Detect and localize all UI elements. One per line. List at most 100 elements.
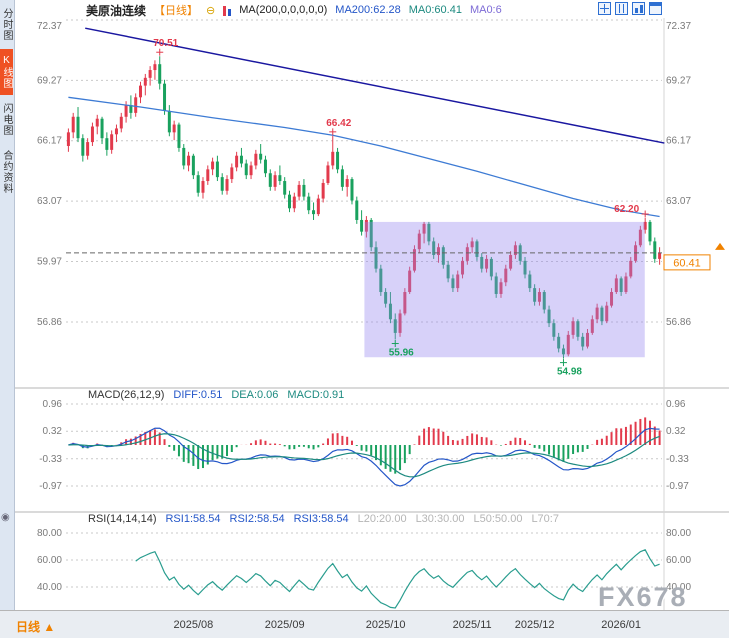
candle: [552, 323, 556, 337]
candle: [480, 256, 484, 269]
candle: [374, 247, 378, 269]
candle: [648, 221, 652, 242]
candle: [124, 105, 128, 117]
candle: [158, 64, 162, 84]
candle: [220, 177, 224, 191]
macd-header: MACD(26,12,9) DIFF:0.51 DEA:0.06 MACD:0.…: [88, 389, 344, 401]
candle: [518, 245, 522, 261]
candle: [485, 258, 489, 269]
candle: [105, 138, 109, 150]
macd-diff-value: DIFF:0.51: [173, 389, 223, 401]
candle: [239, 155, 243, 164]
candle: [244, 163, 248, 176]
current-price-value: 60.41: [673, 257, 701, 269]
selection-box[interactable]: [364, 221, 645, 358]
candle: [196, 175, 200, 193]
ma0b-value: MA0:6: [469, 4, 502, 16]
candle: [336, 151, 340, 170]
candle: [475, 241, 479, 257]
candle: [235, 155, 239, 168]
y-axis-label: 60.00: [37, 555, 62, 566]
candlestick-icon: [223, 5, 232, 16]
y-axis-label: -0.97: [666, 481, 689, 492]
y-axis-label: 80.00: [666, 528, 691, 539]
candle: [369, 219, 373, 248]
y-axis-label: 66.17: [37, 136, 62, 147]
candle: [614, 278, 618, 293]
candle: [408, 270, 412, 293]
ma-formula-label: MA(200,0,0,0,0,0): [239, 4, 328, 16]
candle: [201, 181, 205, 193]
candle: [350, 179, 354, 201]
period-tag[interactable]: 【日线】: [154, 5, 199, 17]
candle: [653, 241, 657, 259]
candle: [249, 165, 253, 176]
candle: [302, 184, 306, 197]
candle: [182, 147, 186, 166]
candle: [417, 233, 421, 250]
period-selector[interactable]: 日线 ▲: [16, 618, 55, 635]
candle: [307, 196, 311, 211]
candle: [230, 167, 234, 180]
ma200-value: MA200:62.28: [335, 4, 401, 16]
candle: [191, 155, 195, 176]
price-annotation: 62.20: [614, 204, 639, 215]
indicator-dot-icon[interactable]: ◉: [1, 512, 10, 523]
macd-title: MACD(26,12,9): [88, 389, 165, 401]
rsi-l30-label: L30:30.00: [415, 513, 465, 525]
ma0-value: MA0:60.41: [408, 4, 462, 16]
x-axis-label: 2025/11: [452, 619, 492, 631]
candle: [542, 292, 546, 310]
bar-chart-icon[interactable]: [632, 2, 645, 15]
price-annotation: 55.96: [389, 348, 414, 359]
diff-line: [68, 427, 660, 487]
candle: [321, 182, 325, 199]
rsi3-value: RSI3:58.54: [293, 513, 349, 525]
y-axis-label: 0.32: [666, 426, 686, 437]
candle: [504, 268, 508, 283]
candle: [388, 303, 392, 320]
candle: [605, 305, 609, 322]
candle: [355, 200, 359, 220]
candle: [177, 124, 181, 148]
candle: [215, 161, 219, 178]
candle: [263, 159, 267, 174]
candle: [461, 260, 465, 275]
trendline[interactable]: [85, 27, 665, 144]
period-label: 日线: [16, 620, 41, 634]
y-axis-label: 63.07: [37, 196, 62, 207]
y-axis-label: -0.97: [39, 481, 62, 492]
candle: [412, 249, 416, 271]
candle: [139, 85, 142, 98]
current-price-tag: [663, 254, 711, 271]
y-axis-label: 59.97: [37, 256, 62, 267]
candle: [451, 278, 455, 289]
candle: [571, 321, 575, 335]
candle: [523, 260, 527, 275]
candle: [292, 196, 296, 209]
window-layout-icon[interactable]: [649, 2, 662, 15]
candle: [316, 198, 320, 215]
sidebar-item-time-chart[interactable]: 分时图: [1, 8, 12, 41]
rsi-l20-label: L20:20.00: [357, 513, 407, 525]
y-axis-label: 0.32: [43, 426, 63, 437]
sidebar-item-kline-chart[interactable]: K线图: [0, 49, 13, 95]
layout-columns-icon[interactable]: [615, 2, 628, 15]
candle: [624, 276, 628, 293]
candle: [557, 336, 561, 349]
candle: [172, 124, 176, 133]
candle: [437, 247, 440, 256]
layout-grid-icon[interactable]: [598, 2, 611, 15]
candle: [288, 194, 291, 209]
circle-minus-icon[interactable]: ⊖: [206, 4, 216, 17]
macd-histogram: [72, 417, 661, 474]
candle: [576, 321, 580, 337]
candle: [268, 173, 272, 187]
sidebar-item-contract-info[interactable]: 合约资料: [1, 150, 12, 194]
sidebar-item-flash-chart[interactable]: 闪电图: [1, 103, 12, 136]
chart-canvas[interactable]: 72.37 72.37 69.27 69.27 66.17 66.17 63.07 63.07…: [14, 18, 729, 610]
y-axis-label: 72.37: [37, 21, 62, 32]
y-axis-label: 56.86: [666, 317, 691, 328]
candle: [619, 278, 623, 293]
